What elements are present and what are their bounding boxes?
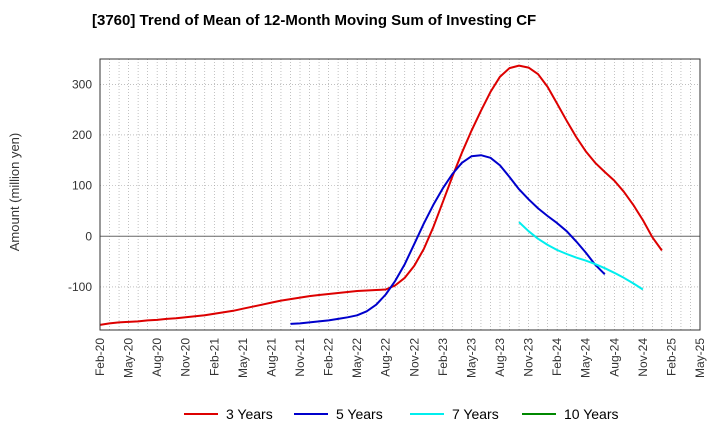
x-tick-label: Nov-21 <box>293 338 307 377</box>
x-tick-label: Feb-21 <box>207 338 221 376</box>
x-tick-label: May-23 <box>464 338 478 378</box>
x-tick-label: Nov-23 <box>522 338 536 377</box>
legend-swatch <box>522 413 556 415</box>
legend-label: 5 Years <box>336 406 383 422</box>
x-tick-label: May-21 <box>236 338 250 378</box>
x-tick-label: Feb-23 <box>436 338 450 376</box>
legend: 3 Years 5 Years 7 Years 10 Years <box>0 404 720 426</box>
x-tick-label: Nov-22 <box>407 338 421 377</box>
x-tick-label: Aug-21 <box>264 338 278 377</box>
series-line-7-years <box>518 221 644 291</box>
x-tick-label: Feb-20 <box>93 338 107 376</box>
y-tick-label: 300 <box>72 77 92 91</box>
y-axis-label: Amount (million yen) <box>7 133 22 252</box>
grid-lines <box>100 59 700 330</box>
y-tick-label: -100 <box>68 280 92 294</box>
x-tick-label: Aug-23 <box>493 338 507 377</box>
y-tick-label: 200 <box>72 128 92 142</box>
legend-swatch <box>410 413 444 415</box>
y-tick-labels: -100 0 100 200 300 <box>68 77 92 294</box>
y-tick-label: 100 <box>72 179 92 193</box>
legend-swatch <box>184 413 218 415</box>
legend-label: 3 Years <box>226 406 273 422</box>
x-tick-label: Feb-24 <box>550 338 564 376</box>
x-tick-label: May-24 <box>579 338 593 378</box>
y-tick-label: 0 <box>85 229 92 243</box>
x-tick-label: May-20 <box>122 338 136 378</box>
x-tick-label: May-25 <box>693 338 707 378</box>
x-tick-label: Feb-22 <box>322 338 336 376</box>
x-tick-labels: Feb-20 May-20 Aug-20 Nov-20 Feb-21 May-21 Aug-… <box>93 338 707 378</box>
x-tick-label: Nov-24 <box>636 338 650 377</box>
legend-label: 7 Years <box>452 406 499 422</box>
x-tick-label: Feb-25 <box>664 338 678 376</box>
legend-label: 10 Years <box>564 406 619 422</box>
x-tick-label: Nov-20 <box>179 338 193 377</box>
x-tick-label: May-22 <box>350 338 364 378</box>
x-tick-label: Aug-22 <box>379 338 393 377</box>
x-tick-label: Aug-20 <box>150 338 164 377</box>
chart-title: [3760] Trend of Mean of 12-Month Moving … <box>92 12 537 29</box>
legend-swatch <box>294 413 328 415</box>
series-line-5-years <box>290 154 606 325</box>
series-lines <box>99 64 663 326</box>
x-tick-label: Aug-24 <box>607 338 621 377</box>
series-line-3-years <box>99 64 663 326</box>
plot-frame <box>99 58 701 331</box>
